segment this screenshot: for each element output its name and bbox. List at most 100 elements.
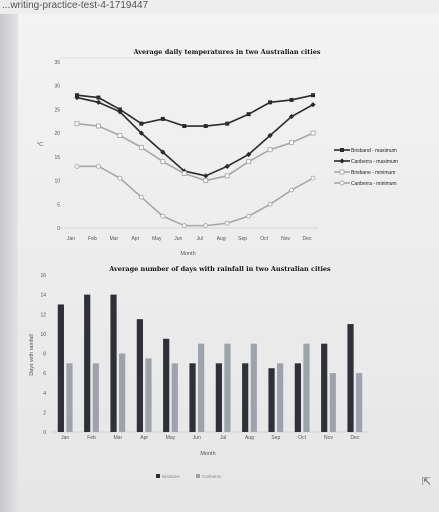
screen-edge <box>0 14 18 512</box>
line-series-4-point <box>96 163 101 169</box>
line-legend-label: Canberra - minimum <box>351 181 397 187</box>
bar-chart-y-tick-label: 16 <box>40 273 46 279</box>
line-legend-marker <box>340 148 344 152</box>
line-series-3-line <box>76 122 314 182</box>
line-series-3-point <box>138 144 144 150</box>
bar-chart-y-tick-label: 2 <box>43 410 46 416</box>
line-series-2-point <box>310 102 316 108</box>
line-chart-y-tick-label: 25 <box>54 107 60 113</box>
bar-brisbane-jul <box>215 363 222 432</box>
bar-chart-x-tick-label: Jul <box>220 435 226 441</box>
line-series-3-point <box>181 171 187 176</box>
bar-brisbane-sep <box>268 368 275 432</box>
line-legend-marker <box>339 180 345 186</box>
line-series-2-point <box>160 149 166 155</box>
line-series-3-point <box>74 121 80 127</box>
bar-legend-swatch <box>196 474 200 478</box>
line-series-4-point <box>117 175 123 181</box>
bar-canberra-sep <box>277 363 284 432</box>
line-chart: 0 5 10 15 20 25 30 35 Jan Feb Mar Apr May Jun Jul Aug Se… <box>54 57 398 242</box>
bar-chart-y-tick-label: 4 <box>43 391 46 397</box>
line-series-3-point <box>267 147 273 153</box>
line-series-1-point <box>268 100 273 105</box>
line-chart-x-tick-label: Mar <box>110 236 119 242</box>
line-legend-label: Canberra - maximum <box>351 159 398 165</box>
line-series-4-point <box>181 223 187 229</box>
bar-chart-title: Average number of days with rainfall in … <box>108 265 331 273</box>
line-series-4-point <box>160 213 166 219</box>
line-chart-x-tick-label: Dec <box>303 236 312 242</box>
line-series-1-line <box>76 94 314 127</box>
line-series-4-point <box>203 223 209 229</box>
bar-legend-label: Canberra <box>202 474 221 479</box>
line-series-3-point <box>160 159 166 165</box>
line-series-2-point <box>203 173 209 179</box>
bar-brisbane-feb <box>84 294 91 432</box>
line-chart-y-tick-label: 15 <box>54 155 60 161</box>
line-chart-y-tick-label: 30 <box>54 84 60 90</box>
bar-chart: 0 2 4 6 8 10 12 14 16 Jan Feb Mar Apr May Jun Jul Aug Sep… <box>40 273 368 479</box>
line-series-2-point <box>117 109 123 115</box>
line-chart-x-tick-label: Jun <box>174 236 182 242</box>
bar-chart-x-tick-label: Aug <box>245 435 254 441</box>
line-series-3-point <box>203 178 209 184</box>
line-series-3-point <box>96 123 101 129</box>
bar-chart-x-tick-label: May <box>166 435 176 441</box>
bar-chart-x-tick-label: Feb <box>87 435 96 441</box>
line-series-1-point <box>246 112 251 117</box>
browser-url-bar[interactable]: ...writing-practice-test-4-1719447 <box>0 0 439 14</box>
bar-legend-label: Brisbane <box>162 474 180 479</box>
bar-legend-swatch <box>156 474 160 478</box>
line-legend-label: Brisbane - minimum <box>351 170 395 176</box>
line-series-1-point <box>225 121 230 126</box>
line-series-1-point <box>139 121 144 126</box>
bar-chart-y-tick-label: 6 <box>43 371 46 377</box>
bar-brisbane-dec <box>347 324 354 432</box>
line-series-3-point <box>117 133 123 138</box>
bar-canberra-apr <box>145 358 152 432</box>
line-chart-x-tick-label: Apr <box>131 236 139 242</box>
bar-brisbane-jun <box>189 363 196 432</box>
line-chart-y-tick-label: 20 <box>54 131 60 137</box>
bar-chart-x-axis-label: Month <box>200 451 215 457</box>
bar-chart-x-tick-label: Oct <box>298 435 306 441</box>
bar-brisbane-may <box>163 338 170 432</box>
line-series-3-point <box>310 130 316 136</box>
line-chart-title: Average daily temperatures in two Austra… <box>132 48 320 56</box>
line-chart-y-tick-label: 10 <box>54 179 60 185</box>
bar-chart-x-tick-label: Apr <box>140 435 148 441</box>
line-chart-y-tick-label: 0 <box>57 226 60 232</box>
bar-canberra-dec <box>356 373 363 432</box>
line-series-2-line <box>76 96 314 177</box>
bar-chart-x-tick-label: Sep <box>271 435 280 441</box>
line-series-4-point <box>74 163 80 169</box>
bar-canberra-jun <box>198 343 205 432</box>
line-chart-x-tick-label: May <box>152 236 162 242</box>
line-chart-x-tick-label: Oct <box>260 236 268 242</box>
line-series-4-point <box>246 213 252 219</box>
bar-chart-x-tick-label: Jun <box>193 435 201 441</box>
bar-chart-y-tick-label: 12 <box>40 312 46 318</box>
line-chart-x-axis-label: Month <box>180 251 195 257</box>
bar-canberra-aug <box>250 343 257 432</box>
line-chart-x-tick-label: Aug <box>217 236 226 242</box>
line-series-1-point <box>289 97 294 102</box>
bar-chart-y-tick-label: 10 <box>40 332 46 338</box>
line-chart-y-axis-label: °C <box>37 142 43 148</box>
line-series-3-point <box>224 173 230 179</box>
bar-canberra-nov <box>329 373 336 432</box>
line-series-1-point <box>311 93 315 98</box>
line-series-3-point <box>246 159 252 165</box>
bar-canberra-jul <box>224 343 231 432</box>
bar-canberra-may <box>171 363 178 432</box>
line-chart-x-tick-label: Jul <box>197 236 203 242</box>
line-series-2-point <box>267 132 273 139</box>
line-legend-marker <box>339 169 345 175</box>
bar-chart-y-tick-label: 0 <box>43 430 46 436</box>
bar-canberra-mar <box>119 353 126 432</box>
line-series-2-point <box>246 151 252 158</box>
bar-brisbane-mar <box>110 294 117 432</box>
bar-chart-x-tick-label: Jan <box>61 435 69 441</box>
line-series-3-point <box>289 140 294 146</box>
bar-canberra-feb <box>92 363 99 432</box>
